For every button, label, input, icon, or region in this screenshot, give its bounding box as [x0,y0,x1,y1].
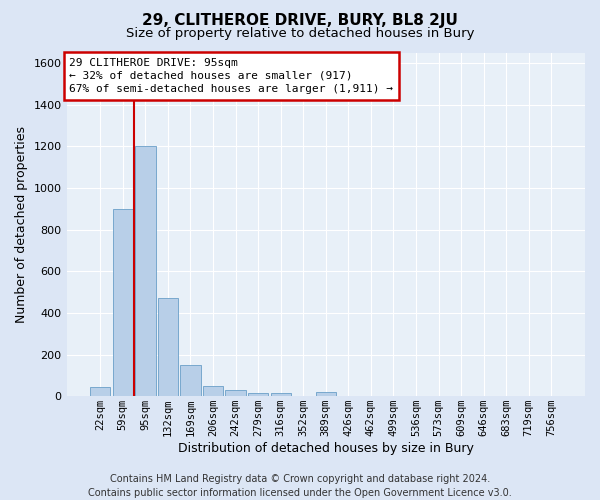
X-axis label: Distribution of detached houses by size in Bury: Distribution of detached houses by size … [178,442,474,455]
Y-axis label: Number of detached properties: Number of detached properties [15,126,28,323]
Text: 29, CLITHEROE DRIVE, BURY, BL8 2JU: 29, CLITHEROE DRIVE, BURY, BL8 2JU [142,12,458,28]
Bar [248,393,268,396]
Bar [203,386,223,396]
Bar [316,392,336,396]
Bar [271,393,291,396]
Bar [135,146,155,396]
Text: 29 CLITHEROE DRIVE: 95sqm
← 32% of detached houses are smaller (917)
67% of semi: 29 CLITHEROE DRIVE: 95sqm ← 32% of detac… [69,58,393,94]
Bar [113,208,133,396]
Text: Contains HM Land Registry data © Crown copyright and database right 2024.
Contai: Contains HM Land Registry data © Crown c… [88,474,512,498]
Bar [181,365,200,396]
Bar [90,387,110,396]
Bar [158,298,178,396]
Bar [226,390,246,396]
Text: Size of property relative to detached houses in Bury: Size of property relative to detached ho… [126,28,474,40]
